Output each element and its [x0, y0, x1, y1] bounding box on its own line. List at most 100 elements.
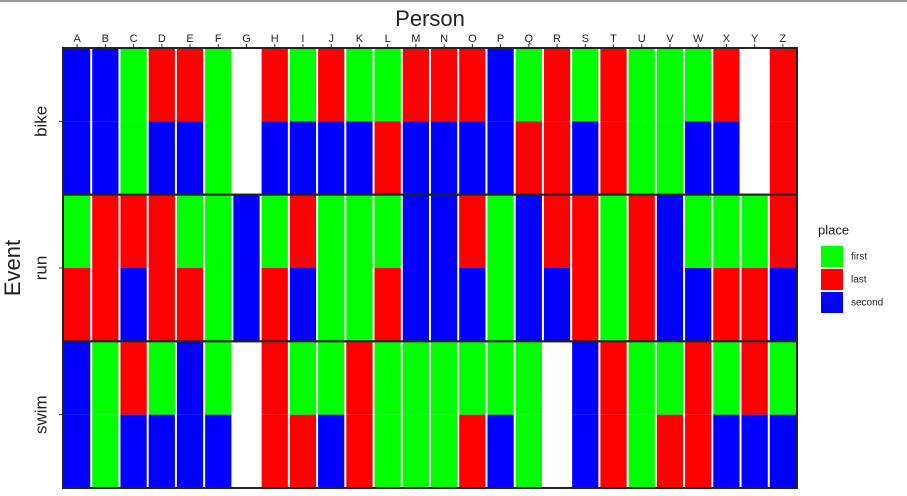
tile [628, 341, 655, 415]
tile [261, 194, 288, 268]
tile [628, 194, 655, 268]
tile [205, 341, 232, 415]
x-tick-label: N [440, 33, 448, 45]
tile [572, 268, 599, 342]
tile [205, 121, 232, 195]
tile [628, 414, 655, 488]
tile [600, 341, 627, 415]
tile [148, 268, 175, 342]
tile [543, 268, 571, 342]
tile [374, 341, 401, 415]
tile [148, 414, 175, 488]
x-tick-label: S [582, 33, 589, 45]
tile [120, 268, 147, 342]
tile [515, 194, 542, 268]
x-tick-label: E [186, 33, 193, 45]
tile [741, 341, 768, 415]
x-tick-label: I [301, 33, 304, 45]
tile [176, 194, 204, 268]
tile [656, 48, 684, 122]
tile [769, 414, 796, 488]
x-tick-label: D [158, 33, 166, 45]
legend-title: place [818, 222, 849, 237]
tile [685, 48, 712, 122]
tile [205, 414, 232, 488]
tile [685, 414, 712, 488]
tile [346, 121, 373, 195]
tile [261, 341, 288, 415]
tile [685, 341, 712, 415]
tile [572, 121, 599, 195]
tile [572, 341, 599, 415]
x-tick-label: Y [751, 33, 759, 45]
facet-label: run [31, 256, 50, 281]
tile [572, 194, 599, 268]
x-tick-label: A [73, 33, 81, 45]
tile [374, 268, 401, 342]
tile [600, 194, 627, 268]
tile [148, 121, 175, 195]
tile [346, 48, 373, 122]
tile [600, 414, 627, 488]
tile [92, 194, 119, 268]
tile [261, 121, 288, 195]
tile [769, 341, 796, 415]
tile [459, 414, 486, 488]
tile [346, 341, 373, 415]
tile [318, 48, 345, 122]
tile [92, 268, 119, 342]
tile [431, 194, 458, 268]
tile [120, 48, 147, 122]
tile [769, 194, 796, 268]
tile [64, 121, 91, 195]
x-tick-label: X [723, 33, 731, 45]
tile [656, 341, 684, 415]
tile [120, 121, 147, 195]
tile [741, 268, 768, 342]
tile [374, 414, 401, 488]
tile [92, 48, 119, 122]
tile [289, 48, 317, 122]
x-tick-label: Q [525, 33, 534, 45]
tile [713, 121, 740, 195]
tile [487, 341, 514, 415]
x-tick-label: H [271, 33, 279, 45]
tile [318, 121, 345, 195]
tile [543, 194, 571, 268]
tile [233, 268, 260, 342]
tile [656, 414, 684, 488]
tile [374, 194, 401, 268]
tile [769, 48, 796, 122]
x-tick-label: O [468, 33, 477, 45]
x-axis-title: Person [395, 6, 465, 31]
facet-label: swim [31, 395, 50, 434]
y-axis-title: Event [0, 240, 25, 296]
x-tick-label: V [666, 33, 674, 45]
tile [459, 194, 486, 268]
x-tick-label: B [102, 33, 109, 45]
tile [769, 121, 796, 195]
tile [289, 194, 317, 268]
tile [685, 268, 712, 342]
tile [656, 121, 684, 195]
tile [459, 341, 486, 415]
tile [685, 194, 712, 268]
tile [374, 121, 401, 195]
tile [176, 414, 204, 488]
tile [656, 268, 684, 342]
tile [64, 341, 91, 415]
x-tick-label: K [356, 33, 364, 45]
x-tick-label: M [411, 33, 420, 45]
x-tick-label: L [385, 33, 391, 45]
x-tick-label: J [328, 33, 334, 45]
tile [289, 121, 317, 195]
tile [459, 121, 486, 195]
tile [318, 194, 345, 268]
tile [402, 341, 429, 415]
tile [402, 414, 429, 488]
tile [120, 414, 147, 488]
x-tick-label: C [130, 33, 138, 45]
tile [487, 194, 514, 268]
tile [741, 414, 768, 488]
